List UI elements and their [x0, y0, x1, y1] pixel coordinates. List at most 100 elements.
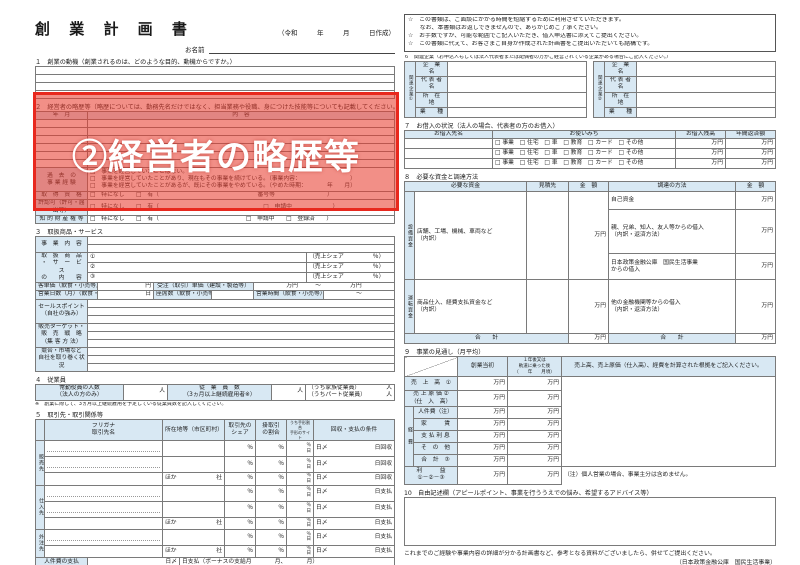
total-left-amount: 万円	[568, 333, 609, 345]
company-name-label: 企 業 名	[415, 60, 448, 78]
company-type-label: 業 種	[415, 107, 448, 119]
supplier-group: 仕入先	[35, 484, 45, 530]
section-4-title: ４ 従業員	[35, 376, 66, 384]
quote-header: 見積先	[526, 181, 569, 193]
sales-row-label: 売 上 高 ①	[404, 376, 458, 392]
unit-price-label: 客単価（飲食・小売等）	[35, 282, 98, 292]
footer-note: これまでのご経験や事業内容の詳細が分かる計画書など、参考となる資料がございました…	[404, 550, 716, 557]
product-2-share: （売上シェア ％）	[306, 262, 395, 274]
other-expense-after: 万円	[507, 441, 562, 455]
product-2-number: ②	[90, 264, 96, 270]
terms-field: 日〆 日回収	[313, 472, 395, 486]
other-expense-initial: 万円	[457, 441, 508, 455]
section-7-title: ７ お借入の状況（法人の場合、代表者の方のお借入）	[404, 123, 559, 131]
share-field: ％	[224, 544, 256, 559]
terms-field: 日〆 日支払	[313, 484, 395, 502]
cogs-initial: 万円	[457, 390, 508, 407]
share-field: ％	[224, 528, 256, 546]
partner-name-field	[44, 516, 163, 530]
name-input-line	[208, 45, 395, 54]
sales-after: 万円	[507, 376, 562, 392]
right-column: ☆ この書類は、ご面談にかかる時間を短縮するために利用させていただきます。 なお…	[404, 14, 776, 565]
furigana-line	[47, 506, 160, 513]
partner-addr-header: 所在地等（市区町村）	[162, 419, 225, 442]
after-track-header: １年後又は 軌道に乗った後 （ 年 月頃）	[507, 356, 562, 378]
credit-field: ％	[255, 528, 287, 546]
method-self-funds: 自己資金	[608, 191, 736, 211]
unit-price-table: 客単価（飲食・小売等） 円 受注（取引）単価（建設・製造等） 万円 ～ 万円	[35, 282, 395, 292]
part-time-label: （うちパート従業員）	[308, 392, 366, 399]
share-field: ％	[224, 484, 256, 502]
credit-field: ％	[255, 472, 287, 486]
products-services-label: 取 扱 商 品 ・ サ ー ビ ス の 内 容	[35, 252, 88, 284]
related-company-2-group: 関連企業②	[593, 60, 605, 119]
section-1-title: １ 創業の動機（創業されるのは、どのような目的、動機からですか。）	[35, 59, 236, 66]
partner-name-field	[44, 500, 163, 518]
other-loan-amount: 万円	[735, 279, 776, 335]
lender-field	[404, 138, 493, 150]
business-partners-table: フリガナ 取引先名 所在地等（市区町村） 取引先の シェア 掛取引 の割合 うち…	[35, 419, 395, 559]
tegata-field: ％ 日	[286, 528, 314, 546]
competition-label: 競合・市場など 自社を取り巻く状況	[35, 346, 88, 372]
method-other-loan: 他の金融機関等からの借入 （内訳・返済方法）	[608, 279, 736, 335]
rent-row-label: 家 賃	[413, 417, 458, 431]
section-10-title: 10 自由記述欄（アピールポイント、事業を行ううえでの悩み、希望するアドバイス等…	[404, 489, 653, 497]
product-1-number: ①	[90, 254, 96, 261]
empty-field	[35, 74, 395, 83]
empty-field	[87, 322, 395, 332]
rep-name-field	[636, 76, 776, 93]
needed-funds-header: 必要な資金	[404, 181, 527, 193]
empty-field	[87, 362, 395, 372]
partner-name-field	[44, 440, 163, 458]
terms-field: 日〆 日支払	[313, 544, 395, 559]
empty-field	[87, 330, 395, 340]
wage-payment-table: 人件費の支払 日〆 日支払（ボーナスの支給月 月、 月）	[35, 557, 395, 565]
section-3-title: ３ 取扱商品・サービス	[35, 229, 104, 237]
empty-field	[87, 236, 395, 246]
empty-field	[87, 338, 395, 348]
wage-payday-field: 日支払（ボーナスの支給月 月、 月）	[179, 557, 395, 565]
target-strategy-label: 販売ターゲット・ 販 売 戦 略 （集 客 方 法）	[35, 322, 88, 348]
empty-field	[87, 314, 395, 324]
basis-header: 売上高、売上原価（仕入高）、経費を計算された根拠をご記入ください。	[561, 356, 776, 378]
tegata-field: ％ 日	[286, 544, 314, 559]
expense-total-initial: 万円	[457, 453, 508, 467]
method-header: 調達の方法	[608, 181, 736, 193]
business-days-table: 営業日数（月）（飲食・小売等） 日 座席数（飲食・小売等） 営業時間（飲食・小売…	[35, 290, 395, 300]
terms-field: 日〆 日回収	[313, 440, 395, 458]
partner-addr-field	[162, 500, 225, 518]
quote-field	[526, 279, 569, 335]
total-right-label: 合 計	[608, 333, 736, 345]
seats-label: 座席数（飲食・小売等）	[153, 290, 212, 300]
sole-proprietor-note: （注）個人営業の場合、事業主分は含めません。	[561, 466, 776, 485]
labor-initial: 万円	[457, 405, 508, 419]
expense-total-row-label: 合 計 ③	[413, 453, 458, 467]
amount2-header: 金 額	[735, 181, 776, 193]
subcontractor-group: 外注先	[35, 528, 45, 559]
self-funds-amount: 万円	[735, 191, 776, 211]
working-detail-label: 商品仕入、経費支払資金など （内訳）	[414, 279, 527, 335]
repayment-field: 万円	[725, 158, 776, 170]
usage-header: お使いみち	[492, 130, 676, 140]
profit-row-label: 利 益 ①－②－③	[404, 465, 458, 485]
page-title: 創 業 計 画 書	[35, 20, 194, 38]
method-family-loan: 親、兄弟、知人、友人等からの借入 （内訳・返済方法）	[608, 209, 736, 255]
section-5-title: ５ 取引先・取引関係等	[35, 412, 104, 420]
share-field: ％	[224, 516, 256, 530]
free-description-table	[404, 496, 776, 546]
hours-label: 営業時間（飲食・小売等）	[253, 290, 324, 300]
product-3-number: ③	[90, 273, 96, 280]
usage-checkboxes: □ 事業 □ 住宅 □ 車 □ 教育 □ カード □ その他	[492, 158, 676, 170]
interest-after: 万円	[507, 429, 562, 443]
company-name-field	[636, 60, 776, 78]
product-2-field: ②	[87, 262, 307, 274]
highlight-overlay-section2: ②経営者の略歴等	[33, 92, 399, 211]
interest-initial: 万円	[457, 429, 508, 443]
footer-org: （日本政策金融公庫 国民生活事業）	[675, 559, 776, 565]
share-field: ％	[224, 500, 256, 518]
partner-addr-field	[162, 456, 225, 474]
sales-point-label: セールスポイント （自社の強み）	[35, 298, 88, 324]
employees-label: 従 業 員 数 （3ヵ月以上継続雇用者※）	[167, 383, 272, 401]
credit-field: ％	[255, 440, 287, 458]
share-field: ％	[224, 472, 256, 486]
